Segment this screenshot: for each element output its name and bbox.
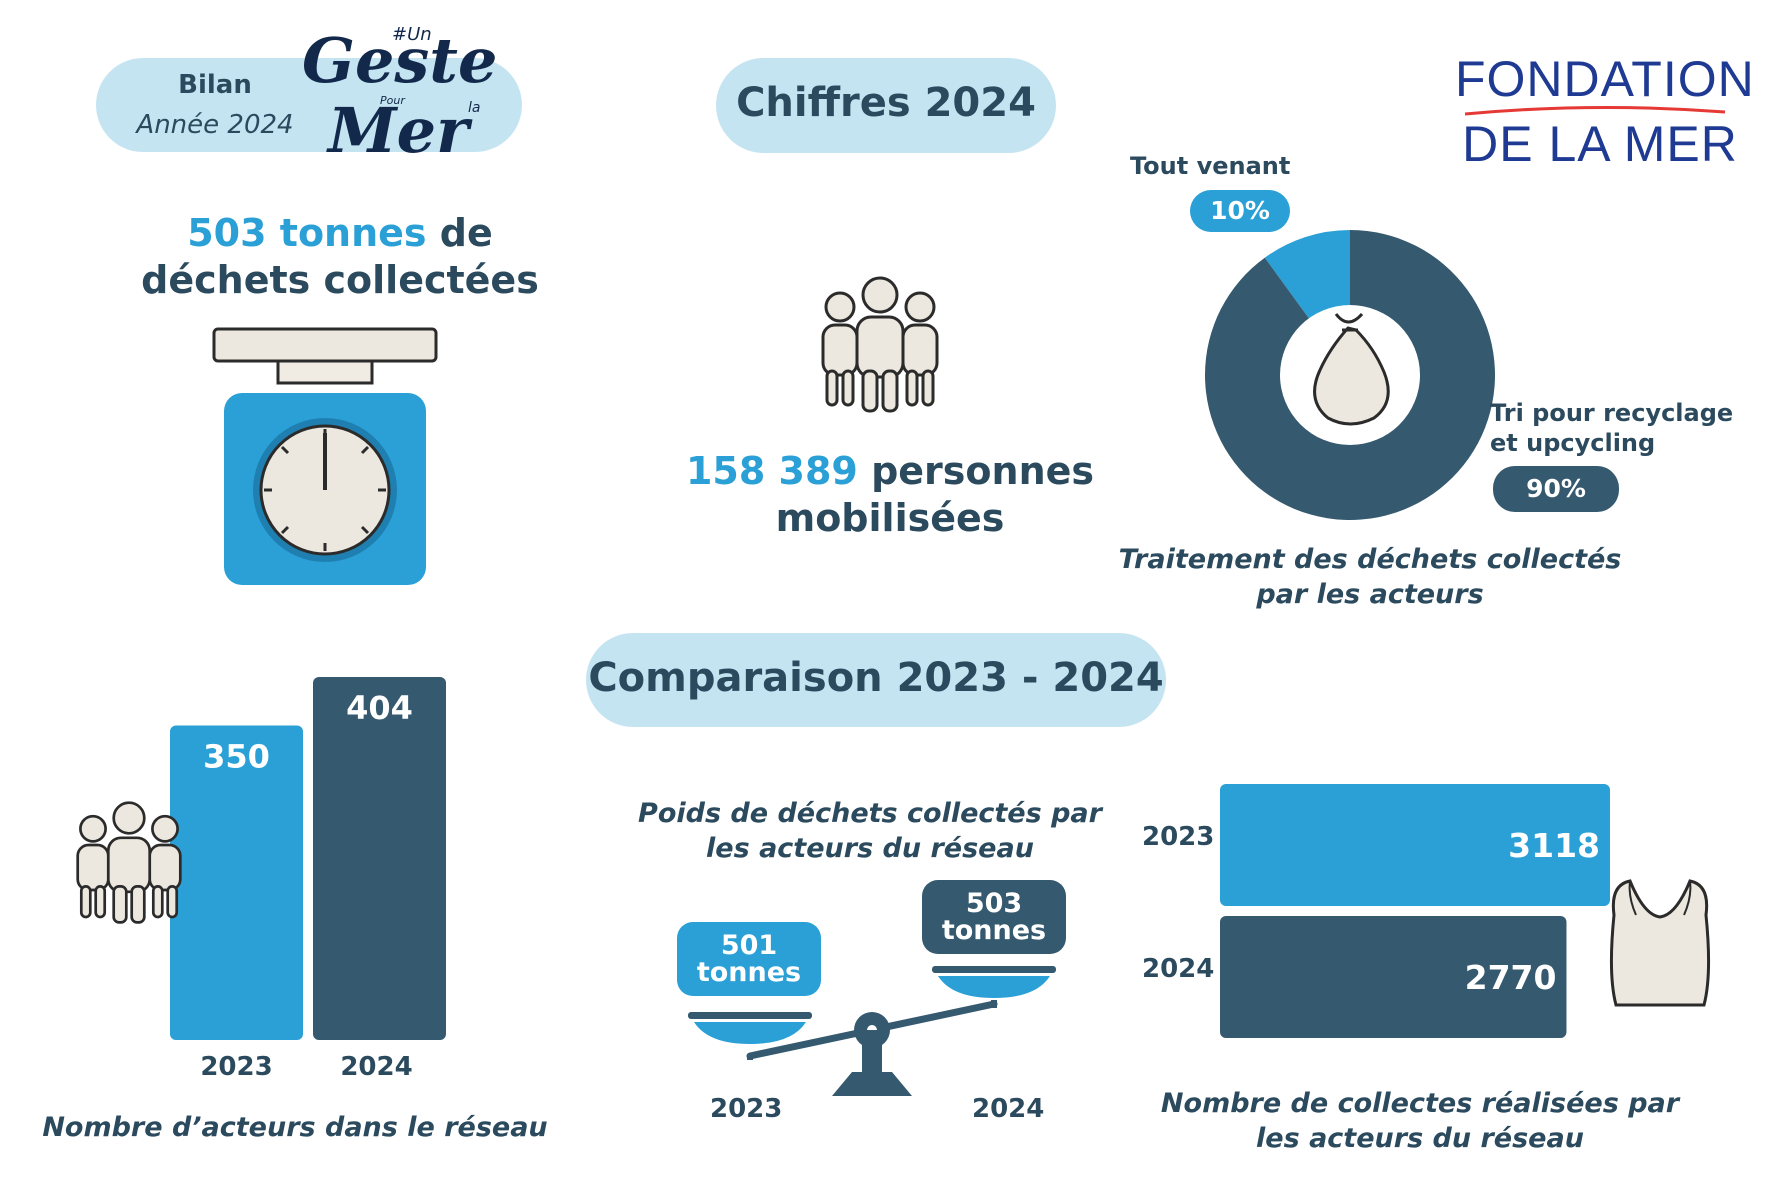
- collectes-bar-2024: [1220, 916, 1567, 1038]
- tonnage-rest: de: [426, 211, 493, 255]
- actors-bar-label-2023: 350: [203, 738, 270, 776]
- treatment-caption: Traitement des déchets collectés par les…: [1110, 542, 1630, 612]
- tonnage-line2: déchets collectées: [141, 258, 539, 302]
- actors-caption: Nombre d’acteurs dans le réseau: [42, 1112, 548, 1143]
- balance-scale-icon: [688, 966, 1056, 1096]
- fondation-logo-swoosh: [1464, 105, 1726, 116]
- tonnage-text: 503 tonnes de déchets collectées: [80, 210, 600, 304]
- bilan-pill: [96, 58, 522, 152]
- weight-left-unit: tonnes: [696, 957, 802, 988]
- people-text: 158 389 personnes mobilisées: [640, 448, 1140, 542]
- collectes-bars: 3118 2770: [1220, 784, 1610, 1038]
- actors-year2: 2024: [340, 1052, 413, 1082]
- treatment-caption-line1: Traitement des déchets collectés: [1118, 544, 1622, 575]
- section-title: Chiffres 2024: [736, 80, 1036, 126]
- weight-left-value: 501: [720, 930, 778, 961]
- people-line2: mobilisées: [775, 496, 1005, 540]
- collectes-bar-chart: 3118 2770: [1220, 784, 1610, 1038]
- weight-caption-line2: les acteurs du réseau: [706, 833, 1034, 864]
- actors-people-icon: [76, 801, 182, 924]
- collectes-bar-label-2023: 3118: [1508, 826, 1600, 865]
- geste-logo-bottom: Mer: [328, 94, 469, 167]
- people-value: 158 389: [685, 449, 858, 493]
- actors-bars: 350 404: [170, 677, 446, 1040]
- year-label: Année 2024: [136, 110, 294, 140]
- actors-bar-chart: 350 404: [170, 677, 446, 1040]
- collectes-caption: Nombre de collectes réalisées par les ac…: [1140, 1086, 1700, 1156]
- treatment-caption-line2: par les acteurs: [1256, 579, 1484, 610]
- geste-logo: #Un Geste Pour la Mer: [300, 10, 500, 180]
- tonnage-value: 503 tonnes: [187, 211, 427, 255]
- weight-right-value: 503: [965, 888, 1023, 919]
- tag1-name: Tout venant: [1130, 152, 1291, 180]
- bilan-label: Bilan: [178, 70, 252, 100]
- weight-year1: 2023: [710, 1094, 783, 1124]
- geste-logo-top: Geste: [302, 24, 498, 97]
- collectes-year1: 2023: [1142, 822, 1215, 852]
- scale-icon: [212, 327, 438, 585]
- geste-logo-small: #Un: [392, 24, 432, 45]
- weight-right-unit: tonnes: [941, 915, 1047, 946]
- actors-year1: 2023: [200, 1052, 273, 1082]
- actors-bar-2023: [170, 725, 303, 1040]
- people-icon: [821, 276, 939, 413]
- tag2-name-line1: Tri pour recyclage: [1490, 399, 1734, 427]
- tag2-value: 90%: [1493, 466, 1619, 512]
- weight-right-box: 503 tonnes: [922, 880, 1066, 954]
- actors-bar-label-2024: 404: [346, 689, 413, 727]
- collectes-year2: 2024: [1142, 954, 1215, 984]
- comparison-pill: [586, 633, 1166, 727]
- weight-caption-line1: Poids de déchets collectés par: [638, 798, 1102, 829]
- actors-bar-2024: [313, 677, 446, 1040]
- collectes-caption-line1: Nombre de collectes réalisées par: [1160, 1088, 1680, 1119]
- tag1-value: 10%: [1190, 190, 1290, 232]
- collectes-bar-label-2024: 2770: [1465, 958, 1557, 997]
- people-rest: personnes: [857, 449, 1095, 493]
- fondation-logo-line2: DE LA MER: [1462, 116, 1738, 172]
- weight-caption: Poids de déchets collectés par les acteu…: [600, 796, 1140, 866]
- weight-year2: 2024: [972, 1094, 1045, 1124]
- plastic-bag-icon: [1609, 879, 1711, 1007]
- tag2-name-line2: et upcycling: [1490, 429, 1656, 457]
- geste-logo-la: la: [468, 100, 481, 116]
- trash-bag-icon: [1313, 312, 1390, 426]
- tag2-name: Tri pour recyclage et upcycling: [1490, 398, 1733, 458]
- geste-logo-pour: Pour: [380, 94, 405, 107]
- comparison-title: Comparaison 2023 - 2024: [588, 655, 1164, 701]
- collectes-caption-line2: les acteurs du réseau: [1256, 1123, 1584, 1154]
- section-title-pill: [716, 58, 1056, 153]
- fondation-logo-line1: FONDATION: [1455, 51, 1755, 107]
- weight-left-box: 501 tonnes: [677, 922, 821, 996]
- collectes-bar-2023: [1220, 784, 1610, 906]
